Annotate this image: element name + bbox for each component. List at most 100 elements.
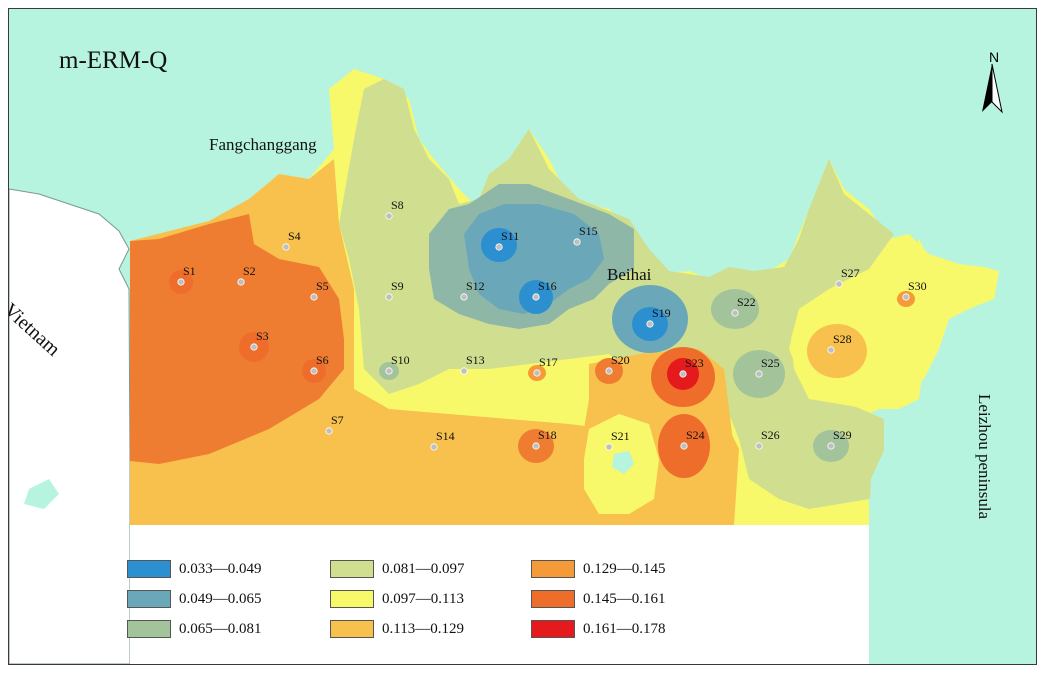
station-label: S7: [331, 413, 344, 427]
station-s12: S12: [460, 279, 485, 301]
leizhou-peninsula: [869, 294, 1036, 664]
station-s25: S25: [755, 356, 780, 378]
station-label: S10: [391, 353, 410, 367]
station-dot: [282, 243, 290, 251]
station-s19: S19: [646, 306, 671, 328]
station-label: S12: [466, 279, 485, 293]
station-s23: S23: [679, 356, 704, 378]
station-label: S22: [737, 295, 756, 309]
north-arrow-label: N: [989, 49, 1000, 65]
legend-swatch: [330, 560, 374, 578]
land-vietnam: [9, 188, 131, 664]
station-s6: S6: [310, 353, 329, 375]
station-dot: [460, 293, 468, 301]
station-dot: [605, 367, 613, 375]
map-frame: S1 S2 S3 S4 S5 S6 S7 S8 S9 S10 S11 S12 S13 S14 S15 S16 S…: [8, 8, 1037, 665]
station-dot: [902, 293, 910, 301]
station-label: S21: [611, 429, 630, 443]
north-arrow-icon: [982, 63, 1003, 114]
station-dot: [310, 367, 318, 375]
land-southwest: [130, 525, 869, 664]
station-s1: S1: [177, 264, 196, 286]
station-label: S17: [539, 355, 558, 369]
station-dot: [237, 278, 245, 286]
legend-item: 0.161—0.178: [531, 620, 666, 638]
station-label: S26: [761, 428, 780, 442]
map-title: m-ERM-Q: [59, 47, 168, 74]
station-s29: S29: [827, 428, 852, 450]
place-fangchenggang: Fangchanggang: [209, 135, 317, 154]
station-dot: [310, 293, 318, 301]
station-s11: S11: [495, 229, 519, 251]
legend-item: 0.081—0.097: [330, 560, 465, 578]
station-dot: [605, 443, 613, 451]
station-dot: [177, 278, 185, 286]
station-s10: S10: [385, 353, 410, 375]
station-s18: S18: [532, 428, 557, 450]
legend-item: 0.065—0.081: [127, 620, 262, 638]
interpolation-surface: [130, 69, 999, 525]
station-dot: [646, 320, 654, 328]
station-s5: S5: [310, 279, 329, 301]
station-label: S25: [761, 356, 780, 370]
station-label: S14: [436, 429, 455, 443]
station-dot: [573, 238, 581, 246]
station-dot: [533, 369, 541, 377]
station-dot: [679, 370, 687, 378]
legend-label: 0.129—0.145: [583, 560, 666, 577]
station-s30: S30: [902, 279, 927, 301]
place-leizhou-peninsula: Leizhou peninsula: [975, 394, 994, 520]
station-dot: [430, 443, 438, 451]
station-label: S27: [841, 266, 860, 280]
station-label: S13: [466, 353, 485, 367]
legend-label: 0.113—0.129: [382, 620, 464, 637]
zone-s22: [711, 289, 759, 329]
legend-swatch: [127, 560, 171, 578]
legend-item: 0.097—0.113: [330, 590, 464, 608]
legend-label: 0.145—0.161: [583, 590, 666, 607]
station-label: S30: [908, 279, 927, 293]
station-label: S11: [501, 229, 519, 243]
station-s2: S2: [237, 264, 256, 286]
station-label: S4: [288, 229, 301, 243]
legend-swatch: [531, 560, 575, 578]
station-dot: [460, 367, 468, 375]
zone-green-yellow: [339, 79, 894, 509]
legend-label: 0.065—0.081: [179, 620, 262, 637]
legend-item: 0.113—0.129: [330, 620, 464, 638]
island-s21: [612, 451, 634, 474]
station-dot: [680, 442, 688, 450]
island-west: [24, 479, 59, 509]
station-dot: [835, 280, 843, 288]
station-dot: [250, 343, 258, 351]
station-s24: S24: [680, 428, 705, 450]
place-beihai: Beihai: [607, 265, 652, 284]
legend-swatch: [127, 590, 171, 608]
legend-item: 0.145—0.161: [531, 590, 666, 608]
station-s28: S28: [827, 332, 852, 354]
station-label: S1: [183, 264, 196, 278]
zone-s28: [807, 324, 867, 378]
station-label: S29: [833, 428, 852, 442]
legend-label: 0.097—0.113: [382, 590, 464, 607]
station-label: S19: [652, 306, 671, 320]
station-label: S23: [685, 356, 704, 370]
legend-label: 0.161—0.178: [583, 620, 666, 637]
station-s26: S26: [755, 428, 780, 450]
station-dot: [532, 442, 540, 450]
station-s14: S14: [430, 429, 455, 451]
station-label: S15: [579, 224, 598, 238]
station-s3: S3: [250, 329, 269, 351]
station-label: S16: [538, 279, 557, 293]
station-label: S20: [611, 353, 630, 367]
station-label: S18: [538, 428, 557, 442]
legend-swatch: [330, 590, 374, 608]
legend-item: 0.049—0.065: [127, 590, 262, 608]
legend-swatch: [330, 620, 374, 638]
station-s9: S9: [385, 279, 404, 301]
station-dot: [755, 370, 763, 378]
station-label: S5: [316, 279, 329, 293]
station-dot: [827, 346, 835, 354]
station-s7: S7: [325, 413, 344, 435]
legend-swatch: [531, 620, 575, 638]
